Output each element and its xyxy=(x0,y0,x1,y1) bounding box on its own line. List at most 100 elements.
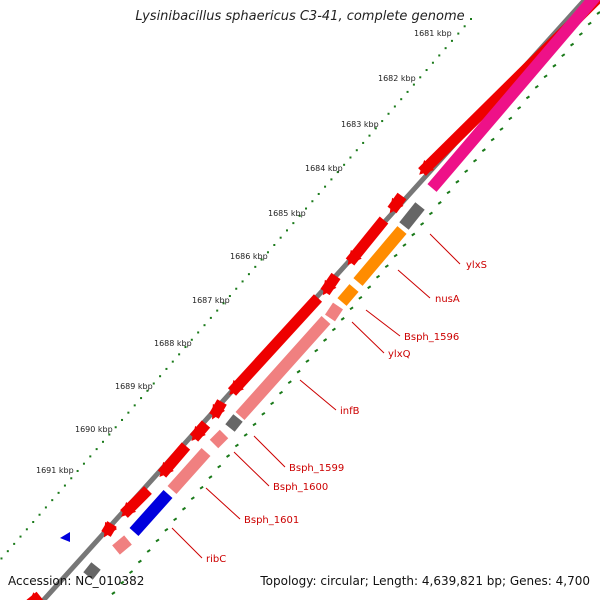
gene-block-infB xyxy=(235,315,331,421)
tick-dash xyxy=(472,158,478,163)
tick-dot xyxy=(305,207,308,210)
tick-dash xyxy=(437,201,442,205)
leader-line-ylxQ xyxy=(351,321,385,354)
cds-forward-11 xyxy=(26,591,44,600)
tick-dash xyxy=(420,222,425,226)
tick-dash xyxy=(331,327,336,332)
tick-dash xyxy=(543,74,548,79)
leader-line-Bsph_1599 xyxy=(253,435,286,468)
tick-dash xyxy=(296,369,301,374)
leader-line-ribC xyxy=(171,527,203,559)
gene-label-infB: infB xyxy=(340,406,360,417)
tick-dash xyxy=(208,475,213,479)
tick-dot xyxy=(190,338,193,341)
tick-dot xyxy=(101,440,104,443)
tick-dash xyxy=(234,443,239,448)
tick-dash xyxy=(173,517,178,522)
tick-dash xyxy=(569,42,575,47)
tick-dot xyxy=(254,265,257,268)
tick-dot xyxy=(444,47,447,50)
tick-dot xyxy=(203,324,206,327)
tick-dot xyxy=(393,105,396,108)
tick-dot xyxy=(51,499,54,502)
tick-dash xyxy=(252,422,257,427)
tick-dash xyxy=(481,148,486,152)
tick-dash xyxy=(199,485,204,490)
cds-forward-arrow-6 xyxy=(212,403,226,420)
tick-dot xyxy=(38,513,41,516)
tick-dash xyxy=(305,359,310,363)
tick-dot xyxy=(279,236,282,239)
tick-dash xyxy=(323,338,328,342)
cds-forward-arrow-4 xyxy=(322,279,337,296)
tick-dot xyxy=(425,69,428,72)
tick-dot xyxy=(317,192,320,195)
tick-dash xyxy=(217,464,222,469)
tick-dash xyxy=(120,580,125,585)
tick-dash xyxy=(261,411,266,416)
tick-dash xyxy=(181,506,187,511)
tick-dot xyxy=(76,469,79,472)
tick-dash xyxy=(137,559,142,564)
tick-dot xyxy=(63,484,66,487)
tick-dot xyxy=(178,353,181,356)
tick-dot xyxy=(228,295,231,298)
tick-dot xyxy=(133,404,136,407)
gene-block-gray-small xyxy=(83,562,101,580)
gene-block-small xyxy=(112,535,132,555)
tick-dash xyxy=(428,211,433,216)
cds-forward-arrow-9 xyxy=(121,501,137,517)
tick-dot xyxy=(324,185,327,188)
label-leader-lines xyxy=(171,233,461,559)
kbp-tick-label: 1681 kbp xyxy=(414,29,452,38)
tick-dot xyxy=(349,156,352,159)
cds-forward-arrow-3 xyxy=(347,249,362,266)
leader-line-Bsph_1601 xyxy=(205,487,241,520)
tick-dash xyxy=(340,317,345,321)
gene-block-ylxS xyxy=(399,202,425,230)
tick-dot xyxy=(121,418,124,421)
accession-text: Accession: NC_010382 xyxy=(8,574,145,588)
tick-dash xyxy=(349,306,354,311)
tick-dash xyxy=(587,21,592,26)
tick-dot xyxy=(463,25,466,28)
cds-forward-5 xyxy=(227,294,323,396)
tick-dot xyxy=(285,229,288,232)
tick-dash xyxy=(146,549,151,553)
tick-dot xyxy=(311,200,314,203)
tick-dash xyxy=(464,169,469,174)
tick-dash xyxy=(446,190,451,195)
tick-dot xyxy=(343,163,346,166)
tick-dot xyxy=(6,550,9,553)
cds-forward-arrow-5 xyxy=(229,379,244,395)
tick-dash xyxy=(367,285,372,290)
leader-line-Bsph_1600 xyxy=(233,451,270,487)
kbp-tick-label: 1682 kbp xyxy=(378,74,416,83)
kbp-tick-label: 1684 kbp xyxy=(305,164,343,173)
kbp-tick-label: 1687 kbp xyxy=(192,296,230,305)
tick-dot xyxy=(368,134,371,137)
tick-dot xyxy=(330,178,333,181)
tick-dot xyxy=(146,389,149,392)
tick-dash xyxy=(402,243,407,247)
tick-dot xyxy=(209,316,212,319)
tick-dash xyxy=(270,401,275,406)
tick-dot xyxy=(419,76,422,79)
tick-dot xyxy=(114,426,117,429)
tick-dot xyxy=(19,535,22,538)
tick-dot xyxy=(108,433,111,436)
tick-dot xyxy=(336,171,339,174)
gene-label-ylxS: ylxS xyxy=(466,260,487,271)
tick-dash xyxy=(455,179,460,184)
tick-dot xyxy=(400,98,403,101)
tick-dash xyxy=(111,591,116,595)
gene-label-Bsph_1601: Bsph_1601 xyxy=(244,515,299,526)
tick-dash xyxy=(155,538,160,543)
kbp-tick-label: 1685 kbp xyxy=(268,209,306,218)
tick-dash xyxy=(534,85,539,89)
tick-dot xyxy=(235,287,238,290)
tick-dot xyxy=(57,491,60,494)
gene-block-ribC xyxy=(129,489,173,537)
tick-dash xyxy=(384,264,389,268)
cds-forward-arrow-8 xyxy=(159,461,174,478)
